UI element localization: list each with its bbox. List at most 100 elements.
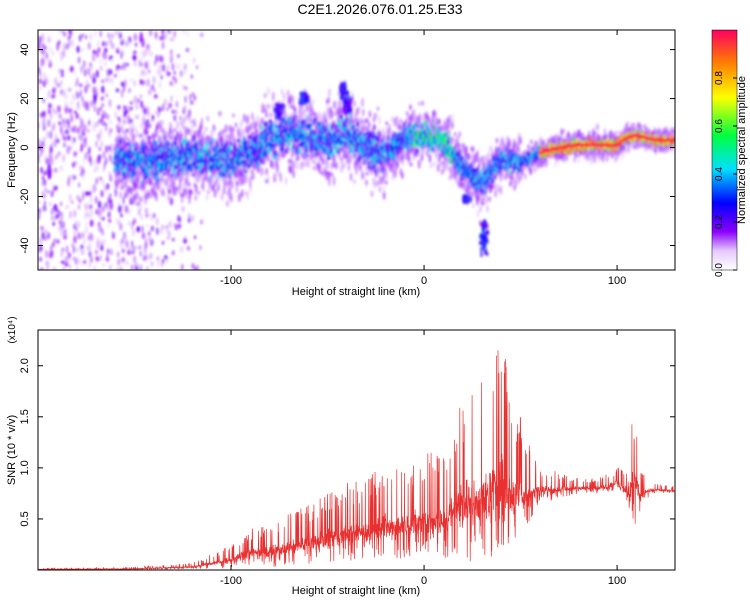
spectrogram-cell xyxy=(200,219,203,225)
spectrogram-cell xyxy=(51,157,54,166)
spectrogram-cell xyxy=(95,177,98,185)
spectrogram-cell xyxy=(60,88,63,96)
spectrogram-cell xyxy=(57,105,61,113)
spectrogram-cell xyxy=(76,194,80,201)
spectrogram-cell xyxy=(67,87,72,92)
spectrogram-cell xyxy=(67,178,70,187)
spectrogram-cell xyxy=(75,113,79,120)
spectrogram-cell xyxy=(94,249,99,255)
spectrogram-cell xyxy=(313,157,317,163)
spectrogram-cell xyxy=(269,112,272,119)
spectrogram-cell xyxy=(93,104,96,113)
spectrogram-cell xyxy=(99,58,103,63)
spectrogram-cell xyxy=(265,112,268,118)
spectrogram-cell xyxy=(86,128,91,134)
spectrogram-cell xyxy=(44,186,47,194)
spectrogram-cell xyxy=(353,100,356,107)
spectrogram-cell xyxy=(78,182,80,188)
spectrogram-cell xyxy=(157,106,161,111)
spectrogram-cell xyxy=(40,111,43,119)
spectrogram-cell xyxy=(70,126,75,133)
spectrogram-cell xyxy=(166,107,169,112)
spectrogram-cell xyxy=(190,123,194,132)
spectrogram-cell xyxy=(175,109,178,115)
spectrogram-cell xyxy=(116,64,121,69)
spectrogram-cell xyxy=(137,245,142,250)
spectrogram-cell xyxy=(67,135,71,142)
spectrogram-cell xyxy=(55,213,57,220)
spectrogram-cell xyxy=(84,191,89,197)
spectrogram-cell xyxy=(51,241,55,248)
spectrogram-cell xyxy=(85,221,88,227)
spectrogram-cell xyxy=(65,118,70,125)
spectrogram-cell xyxy=(64,262,69,267)
spectrogram-cell xyxy=(64,100,67,109)
spectrogram-cell xyxy=(136,192,139,201)
spectrogram-cell xyxy=(286,89,290,98)
spectrogram-cell xyxy=(166,236,170,241)
spectrogram-cell xyxy=(65,43,70,50)
spectrogram-cell xyxy=(197,190,201,196)
spectrogram-cell xyxy=(246,191,250,201)
spectrogram-cell xyxy=(113,73,117,78)
spectrogram-cell xyxy=(53,110,58,115)
spectrogram-cell xyxy=(182,84,186,90)
spectrogram-cell xyxy=(38,200,41,205)
spectrogram-cell xyxy=(176,63,180,70)
spectrogram-cell xyxy=(144,70,147,77)
spectrogram-cell xyxy=(211,177,214,187)
spectrogram-cell xyxy=(139,78,143,85)
spectrogram-cell xyxy=(194,194,198,201)
spectrogram-cell xyxy=(64,31,67,37)
spectrogram-cell xyxy=(194,184,198,195)
spectrogram-cell xyxy=(147,59,150,67)
spectrogram-cell xyxy=(136,227,140,233)
spectrogram-cell xyxy=(312,166,316,171)
spectrogram-cell xyxy=(52,86,57,94)
spectrogram-cell xyxy=(47,189,50,194)
spectrogram-cell xyxy=(121,89,123,98)
spectrogram-cell xyxy=(104,61,107,66)
spectrogram-cell xyxy=(128,35,131,42)
spectrogram-cell xyxy=(69,193,72,202)
spectrogram-cell xyxy=(60,73,64,78)
spectrogram-cell xyxy=(184,191,188,199)
spectrogram-cell xyxy=(65,204,69,209)
spectrogram-cell xyxy=(307,162,311,169)
spectrogram-cell xyxy=(128,246,132,252)
spectrogram-cell xyxy=(161,258,165,264)
spectrogram-cell xyxy=(93,93,97,102)
spectrogram-cell xyxy=(101,216,105,221)
spectrogram-cell xyxy=(108,218,112,224)
spectrogram-cell xyxy=(165,31,168,40)
spectrogram-cell xyxy=(78,204,80,210)
spectrogram-cell xyxy=(87,105,90,112)
spectrogram-cell xyxy=(169,183,171,188)
spectrogram-cell xyxy=(140,123,144,129)
spectrogram-cell xyxy=(168,102,172,109)
spectrogram-cell xyxy=(242,113,246,123)
spectrogram-cell xyxy=(73,235,77,244)
spectrogram-cell xyxy=(38,40,41,50)
spectrogram-cell xyxy=(117,200,120,206)
spectrogram-cell xyxy=(78,83,83,87)
spectrogram-cell xyxy=(49,112,53,120)
spectrogram-cell xyxy=(129,106,133,111)
spectrogram-cell xyxy=(328,88,331,97)
spectrogram-cell xyxy=(349,172,353,182)
spectrogram-cell xyxy=(311,98,315,105)
spectrogram-cell xyxy=(105,203,109,211)
spectrogram-cell xyxy=(251,172,255,181)
spectrogram-cell xyxy=(230,141,233,147)
spectrogram-cell xyxy=(66,245,68,254)
spectrogram-cell xyxy=(111,58,114,64)
spectrogram-cell xyxy=(102,51,106,59)
spectrogram-cell xyxy=(87,67,91,76)
spectrogram-cell xyxy=(60,127,63,134)
spectrogram-cell xyxy=(390,116,394,123)
spectrogram-cell xyxy=(69,263,71,270)
spectrogram-cell xyxy=(88,205,91,210)
spectrogram-cell xyxy=(109,248,113,256)
spectrogram-cell xyxy=(117,251,120,258)
spectrogram-cell xyxy=(150,225,155,232)
